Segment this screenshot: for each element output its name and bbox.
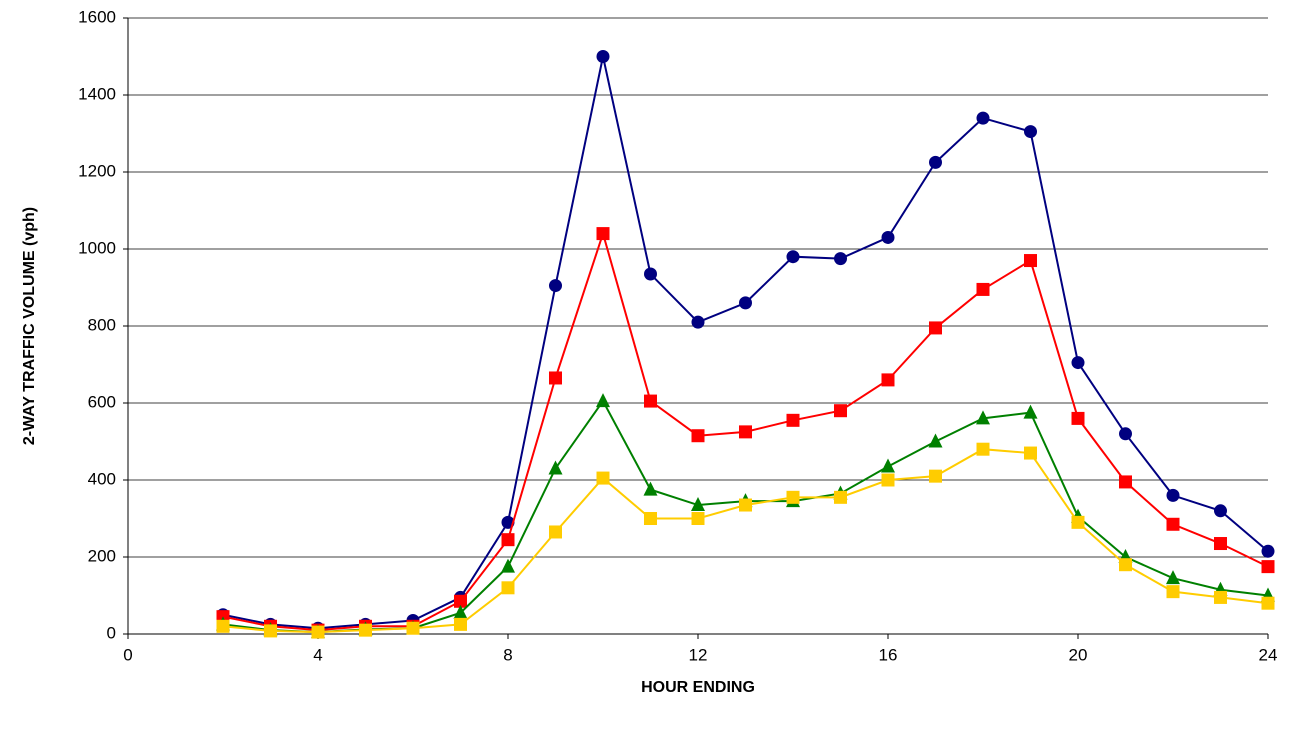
x-tick-label: 8 <box>503 645 512 664</box>
x-tick-label: 20 <box>1069 645 1088 664</box>
marker <box>454 617 467 631</box>
marker <box>596 471 610 485</box>
marker <box>549 371 562 385</box>
marker <box>264 624 277 638</box>
y-axis-title: 2-WAY TRAFFIC VOLUME (vph) <box>21 207 38 445</box>
marker <box>786 413 800 427</box>
marker <box>691 429 705 443</box>
marker <box>501 558 515 573</box>
marker <box>834 252 847 266</box>
y-tick-label: 1400 <box>78 84 116 103</box>
marker <box>596 393 610 408</box>
marker <box>1024 254 1037 268</box>
y-tick-label: 1600 <box>78 7 116 26</box>
marker <box>548 460 563 475</box>
marker <box>881 458 895 473</box>
x-tick-label: 16 <box>879 645 898 664</box>
series-line <box>222 56 1269 630</box>
marker <box>406 621 420 635</box>
marker <box>644 512 657 525</box>
marker <box>454 594 467 608</box>
y-tick-label: 400 <box>88 469 116 488</box>
y-tick-label: 1200 <box>78 161 116 180</box>
marker <box>1214 504 1227 518</box>
marker <box>643 481 658 496</box>
x-tick-label: 0 <box>123 645 132 664</box>
marker <box>739 296 752 310</box>
marker <box>644 267 657 281</box>
marker <box>1261 596 1275 610</box>
marker <box>1166 570 1180 585</box>
marker <box>929 321 942 335</box>
marker <box>834 490 847 504</box>
marker <box>881 473 895 487</box>
marker <box>976 282 990 296</box>
marker <box>359 623 372 637</box>
marker <box>1261 544 1275 558</box>
marker <box>786 490 800 504</box>
marker <box>501 533 515 547</box>
marker <box>881 230 895 244</box>
marker <box>834 404 847 418</box>
marker <box>549 525 562 539</box>
marker <box>1071 411 1085 425</box>
marker <box>501 581 515 595</box>
marker <box>549 279 562 293</box>
marker <box>881 373 895 387</box>
marker <box>976 442 990 456</box>
y-tick-label: 800 <box>88 315 116 334</box>
marker <box>596 227 610 241</box>
series-line <box>222 448 1269 634</box>
x-tick-label: 4 <box>313 645 322 664</box>
y-tick-label: 1000 <box>78 238 116 257</box>
x-axis-title: HOUR ENDING <box>641 679 755 696</box>
marker <box>1166 488 1180 502</box>
marker <box>1024 446 1037 460</box>
marker <box>216 619 230 633</box>
marker <box>1119 558 1132 572</box>
marker <box>929 469 942 483</box>
marker <box>311 625 325 639</box>
marker <box>739 425 752 439</box>
marker <box>739 498 752 512</box>
marker <box>1261 560 1275 574</box>
marker <box>691 315 705 329</box>
marker <box>928 433 943 448</box>
marker <box>976 111 990 125</box>
marker <box>1071 356 1085 370</box>
marker <box>1119 475 1132 489</box>
marker <box>929 155 942 169</box>
x-tick-label: 24 <box>1259 645 1278 664</box>
marker <box>1166 517 1180 531</box>
marker <box>644 394 657 408</box>
marker <box>1214 590 1227 604</box>
y-tick-label: 600 <box>88 392 116 411</box>
marker <box>976 410 990 425</box>
marker <box>1119 427 1132 441</box>
marker <box>1166 585 1180 599</box>
marker <box>691 512 705 525</box>
x-tick-label: 12 <box>689 645 708 664</box>
marker <box>453 604 468 619</box>
marker <box>1214 537 1227 551</box>
y-tick-label: 0 <box>107 623 116 642</box>
marker <box>1023 404 1038 419</box>
marker <box>691 497 705 512</box>
marker <box>1024 125 1037 139</box>
marker <box>786 250 800 264</box>
marker <box>1071 515 1085 529</box>
y-tick-label: 200 <box>88 546 116 565</box>
marker <box>596 50 610 63</box>
